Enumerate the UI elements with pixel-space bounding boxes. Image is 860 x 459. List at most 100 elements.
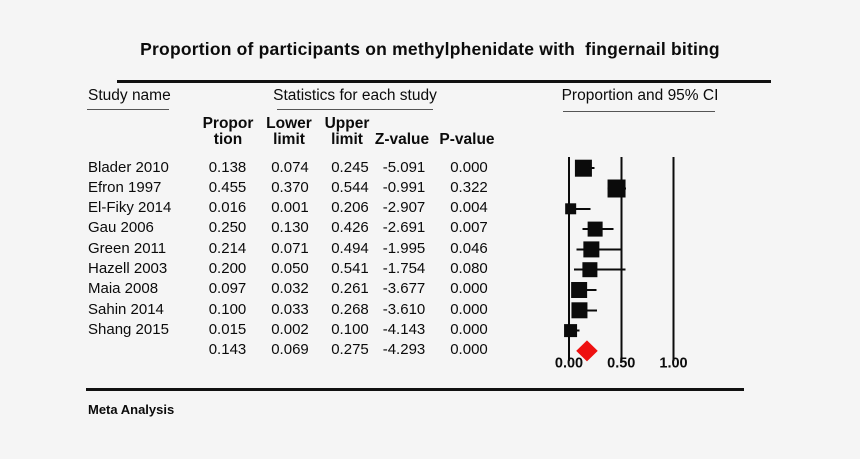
study-row: Hazell 2003 0.200 0.050 0.541 -1.754 0.080: [0, 259, 860, 279]
cell-upper: 0.206: [331, 199, 369, 217]
cell-proportion: 0.200: [208, 260, 247, 278]
cell-p: 0.322: [450, 178, 488, 196]
subheader-proportion: Propor tion: [202, 114, 254, 149]
cell-study: Sahin 2014: [88, 300, 164, 318]
cell-lower: 0.069: [271, 341, 309, 359]
weight-box: [574, 159, 592, 177]
footer-label: Meta Analysis: [88, 402, 175, 417]
study-row: El-Fiky 2014 0.016 0.001 0.206 -2.907 0.004: [0, 198, 860, 218]
cell-z: -4.293: [382, 341, 426, 359]
cell-z: -1.754: [382, 260, 426, 278]
study-row: Maia 2008 0.097 0.032 0.261 -3.677 0.000: [0, 279, 860, 299]
cell-lower: 0.074: [271, 158, 309, 176]
study-row: Sahin 2014 0.100 0.033 0.268 -3.610 0.000: [0, 300, 860, 320]
cell-proportion: 0.097: [208, 280, 247, 298]
subheader-lower-limit: Lower limit: [266, 114, 312, 149]
study-row: Efron 1997 0.455 0.370 0.544 -0.991 0.322: [0, 178, 860, 198]
cell-p: 0.004: [450, 199, 488, 217]
study-row: Gau 2006 0.250 0.130 0.426 -2.691 0.007: [0, 218, 860, 238]
cell-lower: 0.071: [271, 239, 309, 257]
cell-study: Green 2011: [88, 239, 167, 257]
cell-upper: 0.494: [331, 239, 369, 257]
cell-p: 0.080: [450, 260, 488, 278]
weight-box: [587, 221, 603, 237]
cell-lower: 0.130: [271, 219, 309, 237]
weight-box: [582, 262, 598, 278]
statistics-table-body: Blader 2010 0.138 0.074 0.245 -5.091 0.000 Efr…: [0, 158, 860, 361]
cell-p: 0.007: [450, 219, 488, 237]
column-header-study-name: Study name: [88, 87, 171, 104]
cell-proportion: 0.138: [208, 158, 247, 176]
cell-p: 0.046: [450, 239, 488, 257]
cell-upper: 0.268: [331, 300, 369, 318]
cell-upper: 0.544: [331, 178, 369, 196]
cell-upper: 0.541: [331, 260, 369, 278]
summary-row: 0.143 0.069 0.275 -4.293 0.000: [0, 340, 860, 360]
axis-tick-label: 0.00: [555, 356, 583, 372]
statistics-underline: [277, 109, 433, 110]
cell-study: Efron 1997: [88, 178, 162, 196]
cell-study: Maia 2008: [88, 280, 159, 298]
cell-proportion: 0.214: [208, 239, 247, 257]
subheader-p-value: P-value: [439, 131, 495, 149]
summary-diamond: [576, 340, 598, 362]
axis-tick-label: 1.00: [659, 356, 687, 372]
cell-z: -2.907: [382, 199, 426, 217]
chart-title: Proportion of participants on methylphen…: [140, 39, 720, 59]
axis-tick-label: 0.50: [607, 356, 635, 372]
study-row: Green 2011 0.214 0.071 0.494 -1.995 0.046: [0, 239, 860, 259]
cell-study: El-Fiky 2014: [88, 199, 172, 217]
study-row: Blader 2010 0.138 0.074 0.245 -5.091 0.000: [0, 158, 860, 178]
cell-study: Blader 2010: [88, 158, 169, 176]
cell-p: 0.000: [450, 300, 488, 318]
cell-upper: 0.245: [331, 158, 369, 176]
weight-box: [583, 241, 600, 258]
cell-z: -3.610: [382, 300, 426, 318]
cell-proportion: 0.015: [208, 320, 247, 338]
weight-box: [607, 179, 626, 198]
cell-z: -2.691: [382, 219, 426, 237]
cell-proportion: 0.250: [208, 219, 247, 237]
cell-proportion: 0.016: [208, 199, 247, 217]
header-top-rule: [117, 80, 771, 83]
cell-lower: 0.032: [271, 280, 309, 298]
study-row: Shang 2015 0.015 0.002 0.100 -4.143 0.000: [0, 320, 860, 340]
cell-lower: 0.033: [271, 300, 309, 318]
cell-proportion: 0.100: [208, 300, 247, 318]
column-header-statistics: Statistics for each study: [273, 87, 437, 104]
column-header-proportion-ci: Proportion and 95% CI: [561, 87, 719, 104]
cell-study: Shang 2015: [88, 320, 169, 338]
subheader-z-value: Z-value: [374, 131, 430, 149]
weight-box: [571, 302, 588, 319]
cell-upper: 0.426: [331, 219, 369, 237]
cell-lower: 0.001: [271, 199, 309, 217]
cell-z: -4.143: [382, 320, 426, 338]
weight-box: [564, 324, 578, 338]
footer-rule: [86, 388, 744, 391]
cell-z: -1.995: [382, 239, 426, 257]
cell-proportion: 0.143: [208, 341, 247, 359]
cell-proportion: 0.455: [208, 178, 247, 196]
cell-upper: 0.100: [331, 320, 369, 338]
weight-box: [571, 282, 588, 298]
cell-p: 0.000: [450, 341, 488, 359]
cell-lower: 0.370: [271, 178, 309, 196]
proportion-ci-underline: [563, 111, 715, 112]
cell-p: 0.000: [450, 280, 488, 298]
cell-lower: 0.002: [271, 320, 309, 338]
weight-box: [565, 203, 577, 215]
cell-study: Hazell 2003: [88, 260, 168, 278]
cell-lower: 0.050: [271, 260, 309, 278]
subheader-upper-limit: Upper limit: [324, 114, 370, 149]
cell-z: -3.677: [382, 280, 426, 298]
study-name-underline: [87, 109, 169, 110]
cell-p: 0.000: [450, 158, 488, 176]
cell-z: -0.991: [382, 178, 426, 196]
cell-upper: 0.275: [331, 341, 369, 359]
cell-z: -5.091: [382, 158, 426, 176]
cell-study: Gau 2006: [88, 219, 154, 237]
cell-p: 0.000: [450, 320, 488, 338]
cell-upper: 0.261: [331, 280, 369, 298]
